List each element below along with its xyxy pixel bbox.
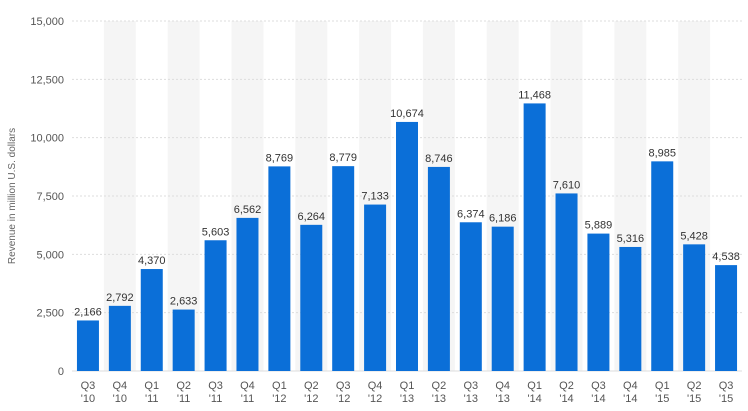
x-tick-label: Q4'11 <box>240 380 255 405</box>
bar <box>396 121 418 371</box>
data-label: 6,186 <box>489 213 517 225</box>
data-label: 5,316 <box>617 233 645 245</box>
x-tick-label: Q4'13 <box>495 380 510 405</box>
bar <box>172 309 195 371</box>
x-tick-label: Q3'14 <box>591 380 606 405</box>
bar <box>651 161 674 371</box>
x-tick-label: Q2'11 <box>176 380 191 405</box>
x-tick-label: Q2'12 <box>304 380 319 405</box>
bar <box>459 222 482 371</box>
bar <box>204 240 227 371</box>
data-label: 2,633 <box>170 296 198 308</box>
y-axis-label: Revenue in million U.S. dollars <box>7 128 18 264</box>
data-label: 2,792 <box>106 292 134 304</box>
bar <box>236 217 259 371</box>
y-tick-label: 12,500 <box>30 74 64 86</box>
data-label: 8,985 <box>648 147 676 159</box>
bar <box>140 269 163 371</box>
y-tick-label: 2,500 <box>36 308 64 320</box>
x-axis-ticks: Q3'10 Q4'10 Q1'11 Q2'11 Q3'11 Q4'11 Q1'12 Q2'12… <box>81 380 734 405</box>
data-label: 10,674 <box>390 108 424 120</box>
data-label: 5,428 <box>680 230 708 242</box>
x-tick-label: Q1'13 <box>400 380 415 405</box>
x-tick-label: Q4'14 <box>623 380 638 405</box>
x-tick-label: Q3'15 <box>719 380 734 405</box>
bar <box>427 166 450 371</box>
y-axis-ticks: 0 2,500 5,000 7,500 10,000 12,500 15,000 <box>30 16 64 378</box>
y-tick-label: 15,000 <box>30 16 64 28</box>
data-label: 6,562 <box>234 204 262 216</box>
y-tick-label: 10,000 <box>30 133 64 145</box>
x-tick-label: Q1'11 <box>144 380 159 405</box>
data-label: 6,264 <box>298 211 326 223</box>
x-tick-label: Q4'10 <box>113 380 128 405</box>
bars <box>76 103 738 371</box>
data-label: 4,370 <box>138 255 166 267</box>
bar <box>300 224 323 371</box>
data-label: 5,603 <box>202 226 230 238</box>
bar <box>364 204 387 371</box>
x-tick-label: Q2'13 <box>432 380 447 405</box>
x-tick-label: Q3'11 <box>208 380 223 405</box>
data-label: 8,779 <box>329 152 357 164</box>
x-tick-label: Q2'15 <box>687 380 702 405</box>
bar <box>332 166 355 371</box>
bar <box>108 305 131 371</box>
data-label: 7,133 <box>361 191 389 203</box>
data-label: 4,538 <box>712 251 740 263</box>
bar <box>555 193 578 371</box>
data-labels: 2,166 2,792 4,370 2,633 5,603 6,562 8,769 6,264… <box>74 89 740 318</box>
bar <box>523 103 546 371</box>
bar <box>715 265 738 371</box>
bar <box>619 246 642 371</box>
x-tick-label: Q3'10 <box>81 380 96 405</box>
y-tick-label: 0 <box>58 366 64 378</box>
data-label: 8,746 <box>425 153 453 165</box>
x-tick-label: Q3'13 <box>463 380 478 405</box>
bar <box>587 233 610 371</box>
data-label: 2,166 <box>74 306 102 318</box>
data-label: 11,468 <box>518 89 551 101</box>
data-label: 7,610 <box>553 179 581 191</box>
bar <box>683 244 706 371</box>
data-label: 5,889 <box>585 220 613 232</box>
bar <box>491 226 514 371</box>
bar <box>268 166 291 371</box>
bar <box>76 320 99 371</box>
x-tick-label: Q2'14 <box>559 380 574 405</box>
data-label: 6,374 <box>457 208 485 220</box>
x-tick-label: Q3'12 <box>336 380 351 405</box>
x-tick-label: Q1'14 <box>527 380 542 405</box>
x-tick-label: Q4'12 <box>368 380 383 405</box>
y-tick-label: 7,500 <box>36 191 64 203</box>
x-tick-label: Q1'12 <box>272 380 287 405</box>
data-label: 8,769 <box>266 152 294 164</box>
y-tick-label: 5,000 <box>36 249 64 261</box>
x-tick-label: Q1'15 <box>655 380 670 405</box>
